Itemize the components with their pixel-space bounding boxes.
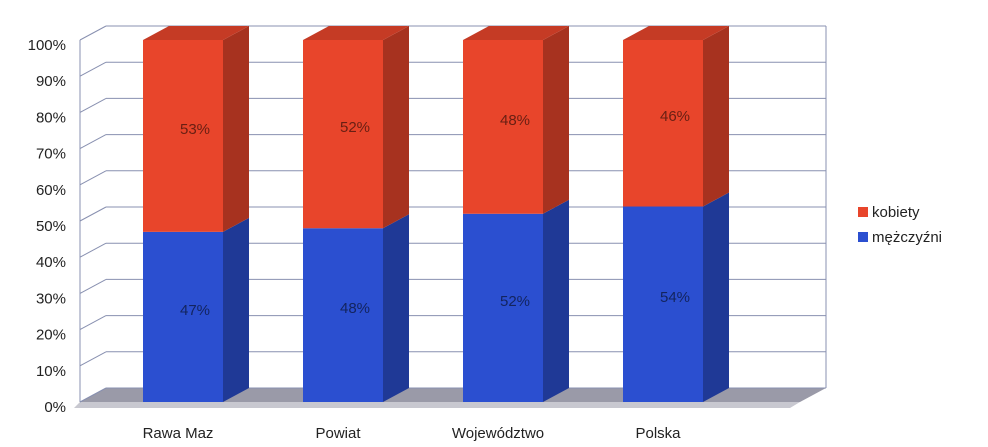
bar-side [223,217,249,402]
bar [143,231,223,402]
value-label: 54% [660,289,690,306]
value-label: 53% [180,121,210,138]
grid-line [79,242,107,258]
y-tick-label: 70% [36,146,66,163]
bar-side [703,26,729,207]
y-tick-label: 0% [44,399,66,416]
floor-front [74,402,800,408]
grid-line [79,25,107,41]
legend-label: kobiety [872,204,920,221]
legend-label: mężczyźni [872,229,942,246]
bar [463,213,543,402]
grid-line [79,206,107,222]
bar [463,40,543,214]
bar-top [303,26,409,40]
grid-line [79,134,107,150]
grid-line [79,387,107,403]
value-label: 48% [500,112,530,129]
bar-top [623,26,729,40]
bar [623,40,703,207]
y-tick-label: 40% [36,254,66,271]
x-tick-label: Województwo [452,425,544,442]
x-tick-label: Powiat [315,425,361,442]
value-label: 48% [340,300,370,317]
bar-side [543,26,569,214]
y-tick-label: 20% [36,327,66,344]
bar [303,40,383,229]
value-label: 52% [340,119,370,136]
bar-top [143,26,249,40]
value-label: 52% [500,293,530,310]
legend-swatch [858,232,868,242]
grid-line [79,278,107,294]
legend-swatch [858,207,868,217]
value-label: 46% [660,108,690,125]
y-tick-label: 50% [36,218,66,235]
bar-side [223,26,249,232]
y-tick-label: 100% [28,37,66,54]
y-tick-label: 60% [36,182,66,199]
grid-line [79,61,107,77]
bar [623,206,703,402]
bar-side [703,192,729,402]
y-tick-label: 30% [36,290,66,307]
value-label: 47% [180,302,210,319]
bar-side [543,199,569,402]
x-tick-label: Rawa Maz [143,425,214,442]
bar-side [383,214,409,402]
grid-line [79,97,107,113]
bar [143,40,223,232]
bar [303,228,383,402]
bar-top [463,26,569,40]
grid-line [79,315,107,331]
grid-line [79,351,107,367]
x-tick-label: Polska [635,425,681,442]
y-tick-label: 80% [36,109,66,126]
y-tick-label: 90% [36,73,66,90]
grid-line [79,170,107,186]
y-tick-label: 10% [36,363,66,380]
bar-side [383,26,409,229]
